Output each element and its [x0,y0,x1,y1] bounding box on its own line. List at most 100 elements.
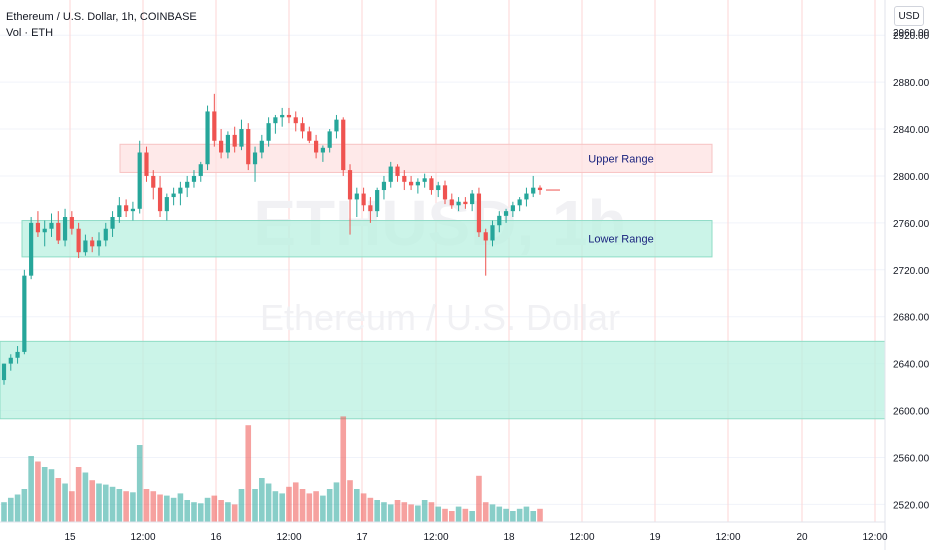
candle-body [538,188,542,190]
candle-body [178,188,182,194]
candle-body [138,152,142,208]
candle-body [355,194,359,200]
candle-body [524,194,528,200]
candle-body [36,223,40,232]
volume-bar [123,491,129,522]
candle-body [90,240,94,246]
volume-bar [171,498,177,522]
zone-label: Upper Range [588,153,653,165]
candle-body [300,123,304,131]
volume-bar [307,493,313,522]
volume-bar [103,485,109,522]
volume-bar [415,506,421,523]
volume-bar [117,489,123,522]
candle-body [280,115,284,117]
candle-body [172,194,176,198]
candle-body [43,229,47,233]
volume-bar [496,507,502,522]
volume-bar [225,502,231,522]
volume-bar [42,467,48,522]
candle-body [341,120,345,170]
y-tick-label: 2720.00 [893,266,930,277]
volume-bar [313,491,319,522]
candle-body [22,276,26,352]
volume-bar [456,507,462,522]
volume-bar [232,504,238,522]
volume-bar [334,482,340,522]
volume-bar [266,484,272,523]
x-tick-label: 18 [503,532,515,543]
candle-body [2,364,6,380]
volume-bar [279,493,285,522]
volume-bar [361,493,367,522]
candle-body [307,131,311,140]
candle-body [63,217,67,240]
symbol-title: Ethereum / U.S. Dollar, 1h, COINBASE [6,11,197,23]
volume-bar [429,502,435,522]
volume-bar [340,416,346,522]
volume-bar [320,496,326,522]
volume-bar [55,478,61,522]
candle-body [361,194,365,206]
volume-bar [1,502,7,522]
volume-bar [388,504,394,522]
volume-bar [205,498,211,522]
volume-bar [395,500,401,522]
candle-body [49,223,53,229]
x-tick-label: 16 [210,532,222,543]
candle-body [518,199,522,205]
candle-body [511,205,515,211]
candle-body [497,216,501,225]
volume-bar [245,425,251,522]
candle-body [110,217,114,229]
volume-bar [510,511,516,522]
volume-bar [164,496,170,522]
volume-bar [435,507,441,522]
volume-bar [286,487,292,522]
candle-body [314,141,318,153]
candle-body [389,167,393,182]
candle-body [409,182,413,186]
x-tick-label: 12:00 [276,532,301,543]
candle-body [212,111,216,140]
volume-bar [178,493,184,522]
volume-bar [89,480,95,522]
candle-body [321,148,325,153]
volume-bar [130,492,136,522]
candle-body [368,205,372,211]
candle-body [199,164,203,176]
candle-body [267,123,271,141]
volume-bar [524,507,530,522]
volume-bar [463,509,469,522]
candle-body [484,232,488,240]
volume-bar [22,489,28,522]
candle-body [443,185,447,199]
x-tick-label: 15 [64,532,76,543]
candle-body [470,194,474,205]
volume-bar [530,511,536,522]
volume-bar [157,495,163,523]
candle-body [246,129,250,164]
volume-bar [150,491,156,522]
volume-indicator-label[interactable]: Vol · ETH [6,27,53,39]
volume-bar [422,500,428,522]
candle-body [395,167,399,176]
candle-body [334,120,338,132]
y-tick-label: 2760.00 [893,219,930,230]
candle-body [348,170,352,199]
y-tick-label: 2800.00 [893,172,930,183]
volume-bar [293,482,299,522]
candle-body [131,209,135,211]
currency-button[interactable]: USD [894,6,924,26]
zone-box [0,341,885,418]
candle-body [273,117,277,123]
x-tick-label: 17 [356,532,368,543]
candle-body [287,115,291,117]
volume-bar [517,509,523,522]
candle-body [456,202,460,206]
volume-bar [300,489,306,522]
volume-bar [368,498,374,522]
volume-bar [503,509,509,522]
